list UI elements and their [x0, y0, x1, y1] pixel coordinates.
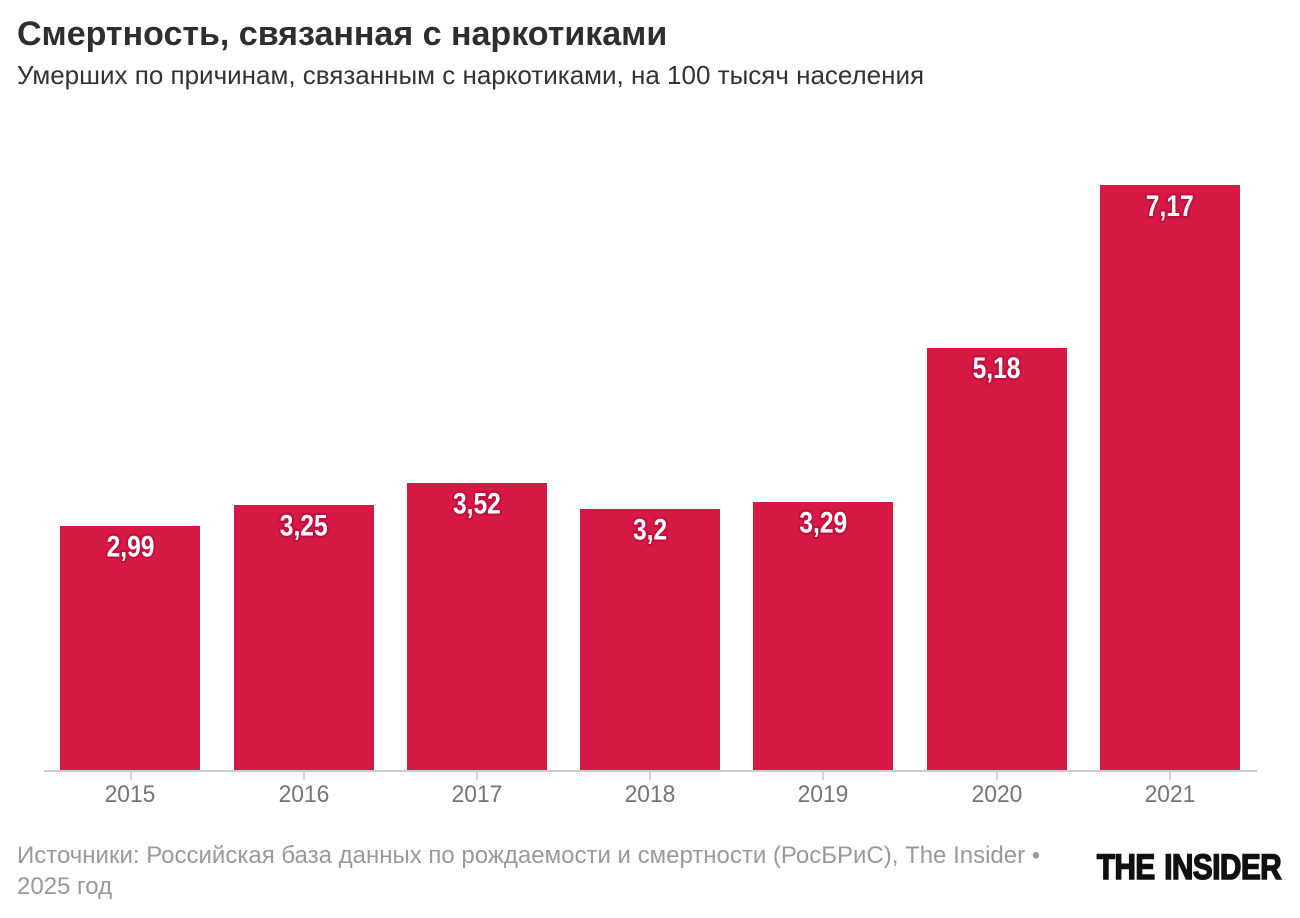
svg-text:7,17: 7,17 [1146, 188, 1194, 222]
svg-text:3,2: 3,2 [633, 512, 667, 546]
svg-text:3,29: 3,29 [799, 505, 847, 539]
svg-text:2,99: 2,99 [107, 529, 155, 563]
svg-text:3,25: 3,25 [280, 508, 328, 542]
svg-text:3,52: 3,52 [453, 486, 501, 520]
svg-text:5,18: 5,18 [973, 351, 1021, 385]
